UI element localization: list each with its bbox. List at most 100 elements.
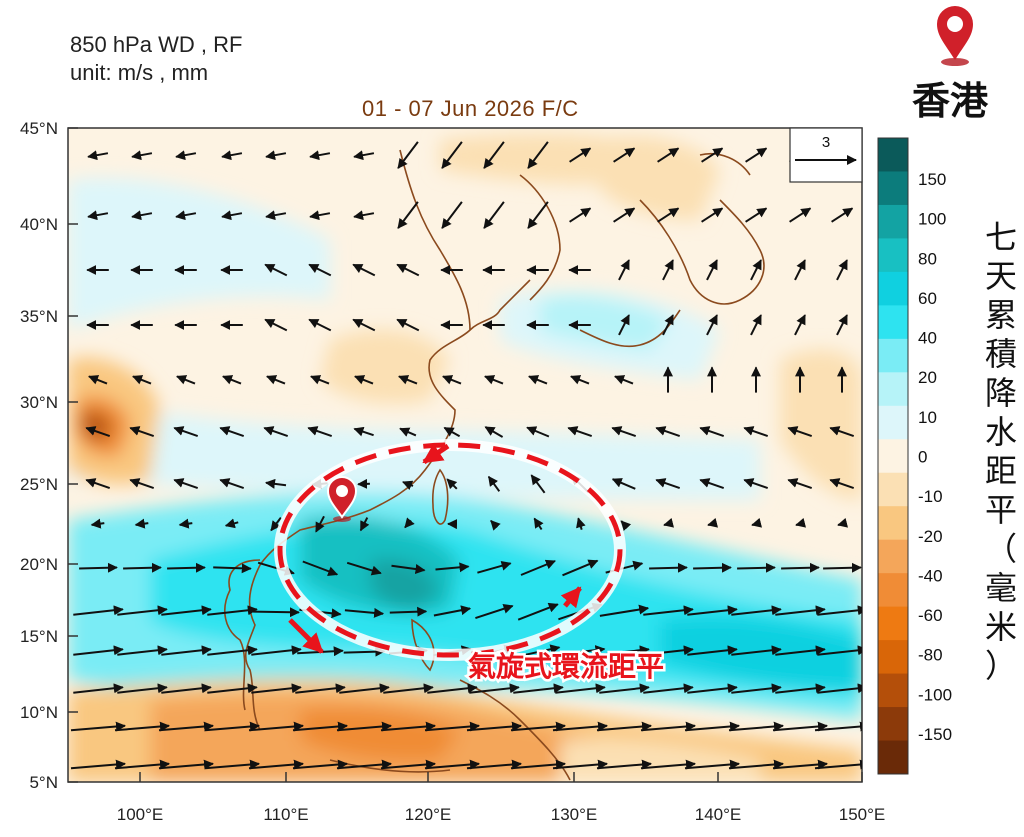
wind-vector <box>657 147 680 163</box>
wind-vector <box>837 517 849 528</box>
wind-vector <box>731 683 782 694</box>
lat-tick-label: 10°N <box>20 703 58 722</box>
wind-vector <box>404 517 415 529</box>
wind-vector <box>251 683 302 694</box>
wind-vector <box>85 426 111 438</box>
wind-vector <box>265 150 287 161</box>
colorbar-swatch <box>878 238 908 273</box>
wind-vector <box>750 259 762 281</box>
wind-vector <box>70 759 126 770</box>
wind-vector <box>483 141 505 169</box>
wind-vector <box>424 721 480 732</box>
wind-vector <box>352 318 376 332</box>
wind-vector <box>743 478 769 490</box>
lon-tick-label: 130°E <box>551 805 598 824</box>
wind-vector <box>207 605 258 616</box>
wind-vector <box>307 426 333 438</box>
wind-vector <box>836 314 848 336</box>
colorbar-label: 60 <box>918 289 937 308</box>
wind-vector <box>613 207 636 223</box>
wind-vector <box>131 210 153 221</box>
wind-vector <box>643 645 694 656</box>
wind-vector <box>620 520 632 532</box>
circulation-arrow-east <box>560 586 582 609</box>
wind-vector <box>87 150 109 161</box>
wind-vector <box>396 263 420 277</box>
wind-vector <box>270 516 282 532</box>
colorbar-swatch <box>878 204 908 239</box>
map-variables-label: 850 hPa WD , RF <box>70 32 243 57</box>
wind-vector <box>817 605 862 616</box>
wind-vector <box>655 478 681 490</box>
wind-vector <box>132 375 152 385</box>
wind-vector <box>599 604 650 617</box>
wind-vector <box>817 683 862 694</box>
wind-vector <box>684 721 740 732</box>
map-frame <box>67 127 863 783</box>
wind-vector <box>336 759 392 770</box>
wind-vector <box>814 759 862 770</box>
wind-vector <box>264 318 288 332</box>
wind-vector <box>649 562 688 573</box>
wind-vector <box>751 517 763 528</box>
wind-vector <box>344 607 385 618</box>
wind-vector <box>618 259 630 281</box>
wind-vector <box>87 210 109 221</box>
colorbar-label: -40 <box>918 566 943 585</box>
wind-vector <box>613 147 636 163</box>
wind-vector <box>221 210 243 221</box>
wind-vector <box>441 141 463 169</box>
wind-vector <box>175 210 197 221</box>
wind-vector <box>614 375 634 385</box>
wind-vector <box>176 375 196 385</box>
wind-vector <box>354 375 374 385</box>
colorbar-swatch <box>878 372 908 407</box>
wind-vector <box>295 683 346 694</box>
wind-vector <box>611 426 637 438</box>
wind-vector <box>70 721 126 732</box>
colorbar-swatch <box>878 439 908 474</box>
wind-vector <box>775 645 826 656</box>
wind-vector <box>391 564 426 574</box>
hong-kong-pin-icon <box>326 476 358 522</box>
wind-vector <box>772 759 828 770</box>
wind-vector <box>265 210 287 221</box>
wind-vector <box>750 314 762 336</box>
wind-vector <box>687 683 738 694</box>
wind-vector <box>178 518 193 529</box>
wind-vector <box>701 147 724 163</box>
wind-vector <box>207 645 258 656</box>
wind-vector <box>442 375 462 385</box>
wind-vector <box>640 721 696 732</box>
wind-vector <box>775 605 826 616</box>
colorbar-title-char: 毫 <box>984 569 1017 607</box>
wind-vector <box>161 605 212 616</box>
wind-vector <box>794 259 806 281</box>
lat-tick-label: 45°N <box>20 119 58 138</box>
colorbar-title-char: ） <box>984 647 1017 685</box>
wind-vector <box>161 683 212 694</box>
wind-vector <box>528 375 548 385</box>
wind-vector <box>213 563 252 574</box>
rainfall-anomaly-field <box>68 128 862 782</box>
wind-vector <box>336 721 392 732</box>
wind-vector <box>640 759 696 770</box>
wind-vector <box>570 375 590 385</box>
wind-vector <box>219 426 245 438</box>
map-units-label: unit: m/s , mm <box>70 60 209 85</box>
wind-vector <box>441 201 463 229</box>
wind-vector <box>516 644 561 658</box>
wind-vector <box>552 759 608 770</box>
wind-vector <box>248 721 304 732</box>
wind-vector <box>526 426 550 438</box>
wind-vector <box>380 759 436 770</box>
wind-vector <box>477 560 512 574</box>
wind-vector <box>684 759 740 770</box>
colorbar-swatch <box>878 640 908 675</box>
wind-vector <box>555 645 606 656</box>
wind-vector <box>402 480 414 490</box>
colorbar-swatch <box>878 338 908 373</box>
wind-vector <box>265 478 287 489</box>
wind-vector <box>555 683 606 694</box>
